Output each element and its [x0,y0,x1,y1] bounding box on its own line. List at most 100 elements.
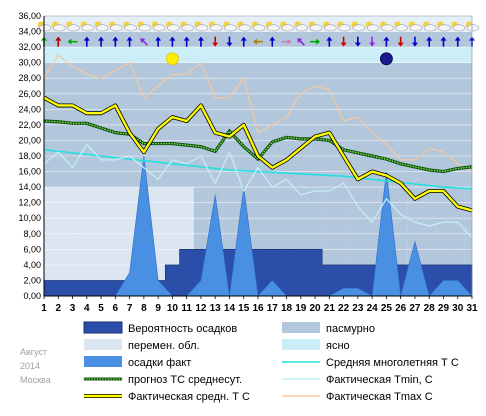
x-tick-label: 15 [238,303,250,314]
legend-label: Фактическая Tmax C [326,391,433,403]
x-tick-label: 24 [367,303,379,314]
cloud-part [352,24,366,32]
y-tick-label: 4,00 [23,260,41,270]
cloud-part [338,24,351,32]
cloud-part [110,24,123,32]
wind-arrow-head [326,36,333,41]
cloud-sun-icon [408,21,423,32]
wind-arrow-icon [140,38,148,46]
cloud-sun-icon [151,21,166,32]
legend-label: Фактическая Tmin, C [326,374,433,386]
legend-label: пасмурно [326,323,375,335]
cloud-sun-icon [137,21,152,32]
wind-arrow-icon [155,36,162,47]
x-tick-label: 26 [395,303,407,314]
cloud-part [138,24,152,32]
cloud-sun-icon [322,21,337,32]
watermark-month: Август [20,347,47,357]
legend-swatch [84,339,122,350]
cloud-sun-icon [280,21,294,32]
wind-arrow-icon [240,36,247,47]
legend-item: Средняя многолетняя Т С [282,357,459,369]
weather-icon-row [37,21,480,66]
x-tick-label: 11 [181,303,192,314]
cloud-sun-icon [251,21,266,32]
cloud-sun-icon [37,21,52,32]
legend-swatch [83,321,123,334]
legend-label: Фактическая средн. Т С [128,391,250,403]
x-tick-label: 8 [141,303,147,314]
series-actual-tmax [43,54,473,173]
cloud-sun-icon [294,21,309,32]
cloud-sun-icon [365,21,380,32]
x-tick-label: 5 [98,303,104,314]
cloud-sun-icon [308,21,323,32]
wind-arrow-head [140,38,146,44]
watermark: Август 2014 Москва [20,347,51,385]
y-tick-label: 12,00 [18,198,41,208]
cloud-part [224,24,237,32]
cloud-sun-icon [123,21,137,32]
cloud-part [381,24,394,32]
wind-arrow-head [354,42,361,47]
legend-label: прогноз ТС среднесут. [128,374,242,386]
watermark-city: Москва [20,375,51,385]
cloud-sun-icon [223,21,237,32]
legend-item: Вероятность осадков [83,321,237,335]
cloud-sun-icon [380,21,394,32]
x-tick-label: 25 [381,303,393,314]
x-tick-label: 27 [409,303,421,314]
axes: 0,00 2,00 4,00 6,00 8,00 10,00 12,00 14,00 16,00… [18,11,478,314]
wind-arrow-head [183,36,190,41]
cloud-part [266,24,280,32]
wind-arrow-head [383,36,390,41]
x-tick-label: 2 [55,303,61,314]
sun-icon [165,52,179,66]
wind-arrow-icon [98,36,105,47]
moon-icon [379,52,393,66]
x-tick-label: 1 [41,303,47,314]
cloud-sun-icon [180,21,194,32]
cloud-part [366,24,380,32]
legend-item: Фактическая средн. Т С [84,391,250,403]
x-tick-label: 4 [84,303,90,314]
wind-arrow-head [454,36,461,41]
series-precipitation-actual [44,155,473,297]
wind-arrow-head [369,42,376,47]
wind-arrow-icon [253,38,263,45]
wind-arrow-head [98,36,105,41]
wind-arrow-head [269,36,276,41]
wind-arrow-icon [354,36,361,47]
sky-band-day-5 [93,187,109,296]
wind-arrow-head [316,38,321,45]
x-tick-label: 30 [452,303,464,314]
legend-label: Средняя многолетняя Т С [326,357,459,369]
x-tick-label: 7 [127,303,133,314]
cloud-sun-icon [394,21,408,32]
cloud-sun-icon [66,21,80,32]
wind-arrow-icon [55,36,62,47]
sky-band-day-6 [108,187,123,296]
sky-band-day-2 [51,187,66,296]
wind-arrow-head [297,38,303,44]
cloud-part [409,24,423,32]
sky-band-clear-strip [44,47,472,63]
legend: Вероятность осадков пасмурно перемен. обл.… [83,321,459,403]
cloud-part [52,24,66,32]
x-tick-label: 19 [295,303,307,314]
wind-arrow-icon [397,36,404,47]
wind-arrow-head [340,42,347,47]
precipitation-areas [43,155,473,297]
legend-swatch [282,322,320,333]
wind-arrow-icon [281,38,292,45]
wind-arrow-icon [426,36,433,47]
wind-arrow-head [240,36,247,41]
x-tick-label: 6 [113,303,119,314]
y-tick-label: 2,00 [23,275,41,285]
watermark-year: 2014 [20,361,40,371]
y-tick-label: 26,00 [18,89,41,99]
wind-arrow-icon [226,36,233,47]
cloud-sun-icon [80,21,95,32]
series-actual-tmin [43,143,473,239]
